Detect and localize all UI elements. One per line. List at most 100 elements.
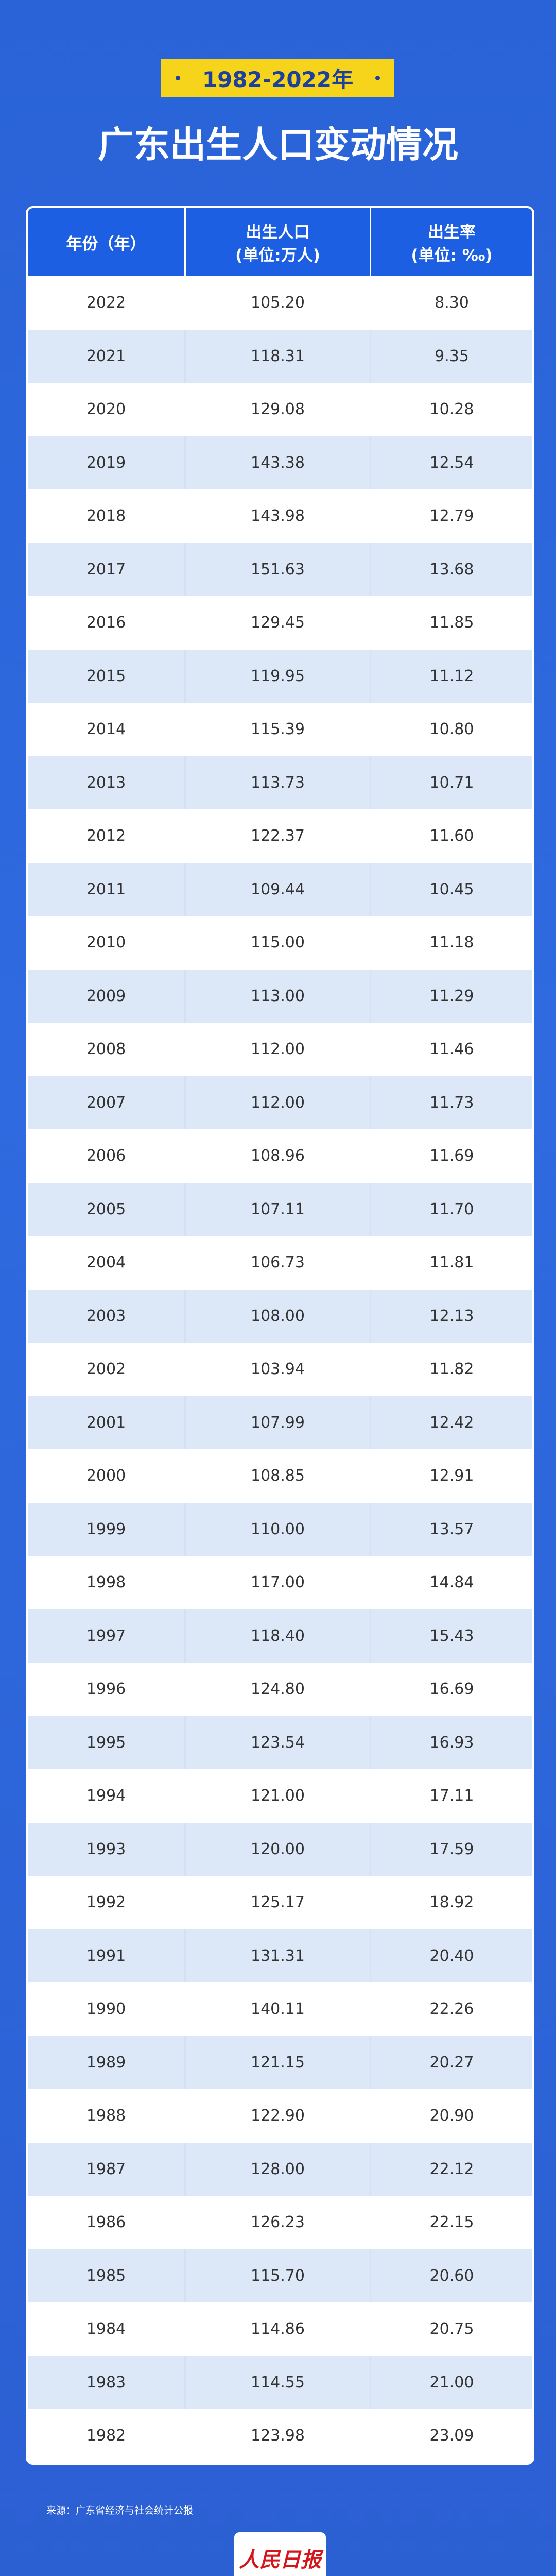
table-cell: 23.09 xyxy=(429,2427,474,2445)
table-cell: 2008 xyxy=(28,1023,186,1076)
table-row: 2012 122.37 11.60 xyxy=(28,809,532,863)
table-cell: 105.20 xyxy=(186,276,371,330)
table-cell: 22.12 xyxy=(429,2160,474,2178)
table-cell: 108.00 xyxy=(186,1289,371,1343)
table-cell: 2002 xyxy=(28,1343,186,1396)
table-cell: 1985 xyxy=(28,2249,186,2302)
source: 来源：广东省经济与社会统计公报 xyxy=(46,2505,194,2516)
table-cell: 15.43 xyxy=(429,1626,474,1645)
table-cell: 1999 xyxy=(28,1502,186,1556)
table-cell: 131.31 xyxy=(186,1929,371,1982)
table-cell: 12.42 xyxy=(429,1413,474,1432)
table-cell: 2000 xyxy=(28,1449,186,1503)
table-cell: 17.59 xyxy=(429,1840,474,1858)
table-cell: 12.91 xyxy=(429,1467,474,1485)
table-cell: 128.00 xyxy=(186,2142,371,2196)
table-cell: 12.54 xyxy=(429,453,474,472)
table-cell: 1989 xyxy=(28,2036,186,2089)
table-cell: 114.55 xyxy=(186,2355,371,2409)
header-text: 出生人口 xyxy=(246,223,310,242)
table-cell: 108.96 xyxy=(186,1129,371,1183)
table-row: 2016 129.45 11.85 xyxy=(28,596,532,650)
table-row: 1995 123.54 16.93 xyxy=(28,1716,532,1769)
table-row: 1983 114.55 21.00 xyxy=(28,2355,532,2409)
table-cell: 109.44 xyxy=(186,862,371,916)
title: 广东出生人口变动情况 xyxy=(98,124,458,166)
table-cell: 11.12 xyxy=(429,667,474,685)
table-cell: 11.70 xyxy=(429,1200,474,1218)
table-cell: 143.38 xyxy=(186,436,371,489)
table-row: 2018 143.98 12.79 xyxy=(28,489,532,543)
dot xyxy=(375,76,380,80)
table-cell: 1991 xyxy=(28,1929,186,1982)
table-cell: 118.40 xyxy=(186,1609,371,1663)
table-row: 2010 115.00 11.18 xyxy=(28,916,532,970)
table-cell: 2010 xyxy=(28,916,186,970)
table-cell: 2009 xyxy=(28,969,186,1023)
table-cell: 107.11 xyxy=(186,1182,371,1236)
table-cell: 122.37 xyxy=(186,809,371,863)
table-row: 2022 105.20 8.30 xyxy=(28,276,532,330)
table-cell: 20.40 xyxy=(429,1946,474,1965)
table-cell: 112.00 xyxy=(186,1076,371,1129)
table-cell: 20.27 xyxy=(429,2053,474,2072)
table-cell: 2006 xyxy=(28,1129,186,1183)
table-row: 2006 108.96 11.69 xyxy=(28,1129,532,1183)
table-cell: 2017 xyxy=(28,543,186,596)
table-row: 2019 143.38 12.54 xyxy=(28,436,532,489)
table-cell: 124.80 xyxy=(186,1663,371,1716)
table-row: 2001 107.99 12.42 xyxy=(28,1396,532,1449)
table-cell: 118.31 xyxy=(186,329,371,383)
table-cell: 108.85 xyxy=(186,1449,371,1503)
table-cell: 1983 xyxy=(28,2355,186,2409)
table-cell: 1995 xyxy=(28,1716,186,1769)
table-cell: 1998 xyxy=(28,1556,186,1609)
table-cell: 2016 xyxy=(28,596,186,650)
table-cell: 16.93 xyxy=(429,1733,474,1752)
table-row: 1988 122.90 20.90 xyxy=(28,2089,532,2143)
logo-text: 人民日报 xyxy=(239,2548,321,2572)
table-body: 2022 105.20 8.30 2021 118.31 9.35 2020 129.08 10… xyxy=(28,276,532,2463)
table-cell: 1992 xyxy=(28,1876,186,1929)
table-row: 1989 121.15 20.27 xyxy=(28,2036,532,2089)
table-cell: 123.98 xyxy=(186,2409,371,2463)
table-cell: 11.29 xyxy=(429,987,474,1005)
table-cell: 122.90 xyxy=(186,2089,371,2143)
table-cell: 2021 xyxy=(28,329,186,383)
table-cell: 2007 xyxy=(28,1076,186,1129)
dot xyxy=(176,76,180,80)
table-cell: 113.00 xyxy=(186,969,371,1023)
table-cell: 2012 xyxy=(28,809,186,863)
table-row: 2011 109.44 10.45 xyxy=(28,862,532,916)
table-cell: 14.84 xyxy=(429,1573,474,1592)
table-row: 1999 110.00 13.57 xyxy=(28,1502,532,1556)
logo: 人民日报 健康客户端 xyxy=(234,2532,326,2576)
table-cell: 112.00 xyxy=(186,1023,371,1076)
table-cell: 1984 xyxy=(28,2302,186,2356)
table-row: 2007 112.00 11.73 xyxy=(28,1076,532,1129)
table-cell: 117.00 xyxy=(186,1556,371,1609)
header-cell: 出生人口 (单位:万人) xyxy=(186,208,371,276)
table-cell: 11.69 xyxy=(429,1147,474,1165)
table-cell: 2005 xyxy=(28,1182,186,1236)
table-row: 1986 126.23 22.15 xyxy=(28,2196,532,2249)
table-cell: 115.70 xyxy=(186,2249,371,2302)
table-cell: 20.90 xyxy=(429,2107,474,2125)
table-cell: 20.75 xyxy=(429,2320,474,2338)
table-row: 2015 119.95 11.12 xyxy=(28,649,532,703)
table-cell: 1997 xyxy=(28,1609,186,1663)
header-text: (单位:万人) xyxy=(235,246,320,265)
table-cell: 10.45 xyxy=(429,880,474,899)
table-row: 2021 118.31 9.35 xyxy=(28,329,532,383)
table-cell: 1986 xyxy=(28,2196,186,2249)
table-cell: 17.11 xyxy=(429,1787,474,1805)
table-cell: 119.95 xyxy=(186,649,371,703)
table-cell: 11.82 xyxy=(429,1360,474,1379)
header-cell: 出生率 (单位: ‰) xyxy=(371,208,532,276)
table-cell: 10.28 xyxy=(429,400,474,419)
table-row: 2014 115.39 10.80 xyxy=(28,703,532,756)
table-cell: 115.00 xyxy=(186,916,371,970)
table: 年份（年） 出生人口 (单位:万人) 出生率 (单位: ‰) 2022 105.20 8.3… xyxy=(26,206,534,2465)
table-row: 1984 114.86 20.75 xyxy=(28,2302,532,2356)
